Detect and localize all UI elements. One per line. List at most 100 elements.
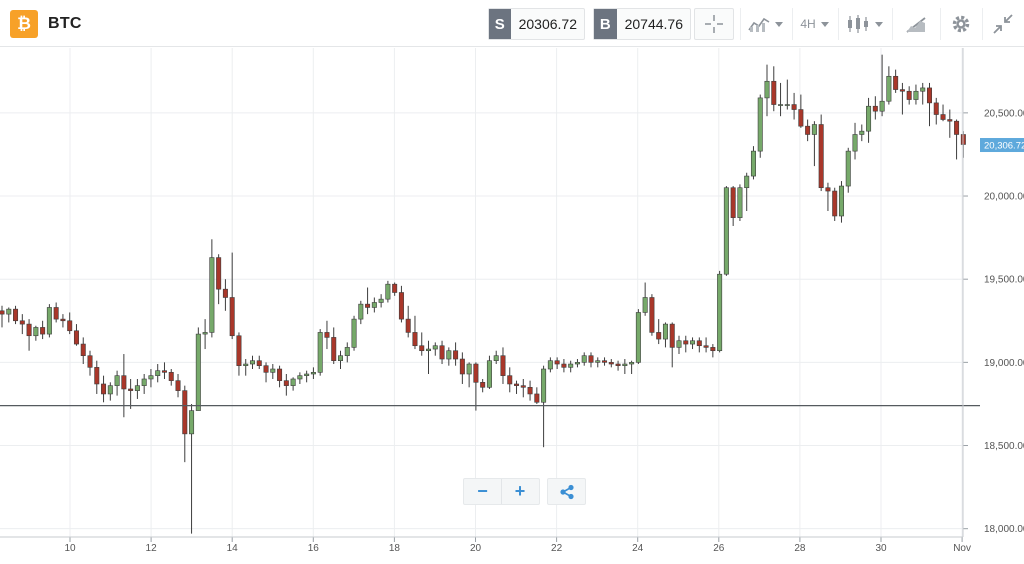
candle [926,82,932,127]
candle-body-up [717,273,723,352]
candle-body-up [744,175,750,189]
candle [426,340,432,374]
buy-badge: B [594,9,617,39]
candle [913,84,919,105]
candle-body-down [798,109,804,127]
sell-price-button[interactable]: S 20306.72 [488,8,585,40]
indicators-icon [748,17,770,32]
candle [453,342,459,366]
candle [161,362,167,379]
candle-body-up [574,362,580,365]
candle [730,186,736,226]
candle [561,359,567,373]
candle-body-up [202,332,208,335]
candle [365,287,371,315]
candle [690,337,696,350]
candle [622,359,628,374]
candle [155,364,161,383]
candle [0,305,5,328]
candle [581,352,587,366]
candle [629,360,635,374]
candle-body-down [128,388,134,391]
x-tick-label: 22 [551,543,563,554]
candle [168,369,174,386]
candle-body-down [13,308,19,322]
candle-body-up [622,363,628,366]
candlestick-chart[interactable]: 20,306.72 18,000.00 18,500.00 19,000.00 19,… [0,48,1024,564]
candle-body-up [466,363,472,375]
candle-body-up [757,97,763,152]
candle-body-up [304,373,310,376]
drawing-icon [905,17,926,33]
candle [310,367,316,379]
candle-body-down [73,330,79,345]
candle-body-down [893,75,899,90]
drawing-tools-button[interactable] [892,8,938,40]
candle [134,378,140,399]
candle-body-down [80,343,86,357]
candle [439,340,445,365]
share-button[interactable] [548,479,585,504]
candle [40,320,46,340]
chart-type-button[interactable] [838,8,890,40]
candle-body-down [53,307,59,320]
candle-body-down [872,105,878,112]
collapse-button[interactable] [982,8,1022,40]
zoom-in-button[interactable]: + [501,479,538,504]
candle-body-up [426,348,432,352]
candle-body-down [398,292,404,320]
candle-body-down [19,320,25,325]
buy-price-button[interactable]: B 20744.76 [593,8,691,40]
candle-body-down [40,327,46,335]
settings-button[interactable] [940,8,980,40]
candle [398,285,404,323]
candle [371,297,377,313]
candle [608,359,614,368]
symbol-label: BTC [48,15,82,32]
bitcoin-logo-icon: ₿ [10,10,38,38]
x-tick-label: 30 [875,543,887,554]
zoom-out-button[interactable]: − [477,481,488,501]
timeframe-dropdown[interactable]: 4H [792,8,836,40]
candle-body-down [459,358,465,375]
candle [662,322,668,348]
candle [80,337,86,365]
candle-body-up [141,378,147,386]
indicators-button[interactable] [740,8,790,40]
candle [459,352,465,384]
candle-body-up [148,375,154,380]
candle [46,304,52,338]
candle-body-down [480,382,486,388]
candle-body-down [439,345,445,360]
candle-body-up [46,307,52,335]
candle-body-up [784,104,790,106]
candle [304,370,310,383]
candle-body-down [60,318,66,322]
candle [270,364,276,379]
candle-body-down [703,345,709,348]
candle-body-up [737,187,743,218]
candle-body-down [405,318,411,333]
candle-body-down [527,387,533,395]
crosshair-button[interactable] [694,8,734,40]
candle [764,64,770,117]
candle-body-down [94,367,100,385]
candle [432,342,438,356]
y-tick-label: 18,500.00 [984,441,1024,452]
candle-body-down [954,120,960,135]
candle-body-up [249,360,255,365]
candle [886,66,892,105]
y-tick-label: 20,000.00 [984,192,1024,203]
candle-body-up [317,332,323,373]
candle-body-down [101,383,107,395]
y-tick-label: 20,500.00 [984,108,1024,119]
candle-body-down [683,340,689,345]
candle [920,82,926,105]
candle [696,337,702,353]
x-tick-label: 16 [308,543,320,554]
candle-body-up [635,312,641,363]
candle-body-up [195,333,201,411]
candle-body-down [710,347,716,352]
candle [148,369,154,388]
candle-body-up [547,360,553,370]
